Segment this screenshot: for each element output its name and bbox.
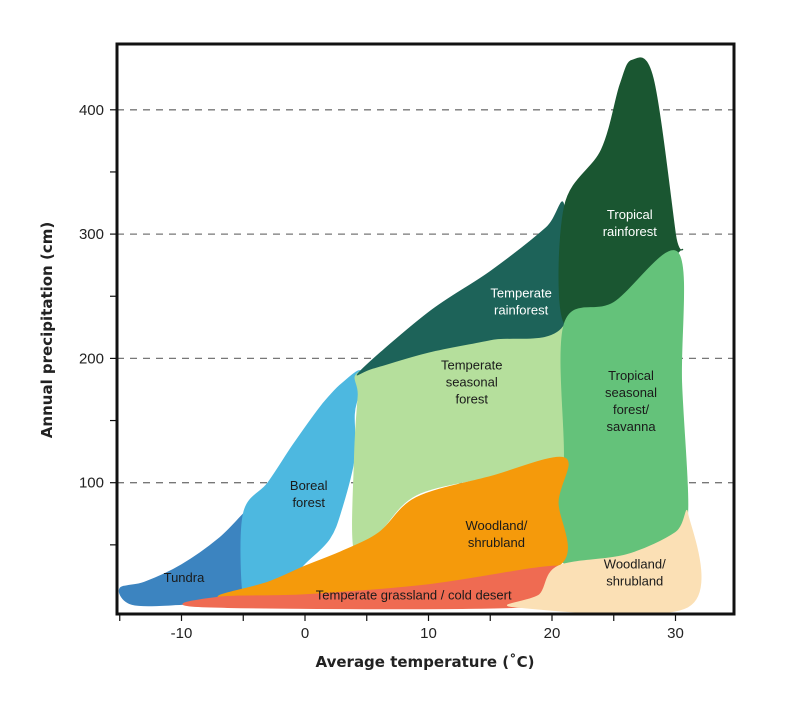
region-label-temperate-seasonal-forest-0: Temperate [441,358,502,373]
y-tick-label-300: 300 [79,226,104,243]
y-tick-label-100: 100 [79,475,104,492]
region-label-boreal-forest-0: Boreal [290,478,328,493]
region-label-woodland-shrubland-0: Woodland/ [465,518,527,533]
y-tick-label-400: 400 [79,102,104,119]
region-label-tropical-seasonal-forest-savanna-3: savanna [606,419,656,434]
x-tick-label-10: 10 [420,625,437,642]
region-label-woodland-shrubland-tropical-0: Woodland/ [604,556,666,571]
x-tick-label--10: -10 [171,625,193,642]
region-label-temperate-rainforest-0: Temperate [490,285,551,300]
axis-ticks: -10 0 10 20 30 100 200 300 400 [79,102,684,642]
region-label-woodland-shrubland-1: shrubland [468,535,525,550]
x-axis-title: Average temperature (˚C) [316,653,535,671]
x-tick-label-30: 30 [667,625,684,642]
region-label-tropical-rainforest-1: rainforest [603,224,658,239]
y-axis-title: Annual precipitation (cm) [38,222,56,438]
y-tick-label-200: 200 [79,350,104,367]
biome-labels: Tundra Boreal forest Temperate seasonal fores… [164,207,666,602]
region-label-tropical-rainforest-0: Tropical [607,207,653,222]
x-tick-label-20: 20 [544,625,561,642]
region-label-tropical-seasonal-forest-savanna-1: seasonal [605,385,657,400]
region-label-temperate-seasonal-forest-2: forest [455,392,488,407]
biome-regions [118,57,702,615]
region-label-boreal-forest-1: forest [292,495,325,510]
x-tick-label-0: 0 [301,625,309,642]
region-label-tropical-seasonal-forest-savanna-2: forest/ [613,402,650,417]
region-label-woodland-shrubland-tropical-1: shrubland [606,573,663,588]
region-label-tropical-seasonal-forest-savanna-0: Tropical [608,368,654,383]
region-label-temperate-rainforest-1: rainforest [494,302,549,317]
region-label-tundra-0: Tundra [164,570,205,585]
plot-frame [115,42,736,616]
region-label-temperate-grassland-cold-desert-0: Temperate grassland / cold desert [316,587,512,602]
region-label-temperate-seasonal-forest-1: seasonal [446,375,498,390]
region-woodland-shrubland-tropical [506,510,702,615]
